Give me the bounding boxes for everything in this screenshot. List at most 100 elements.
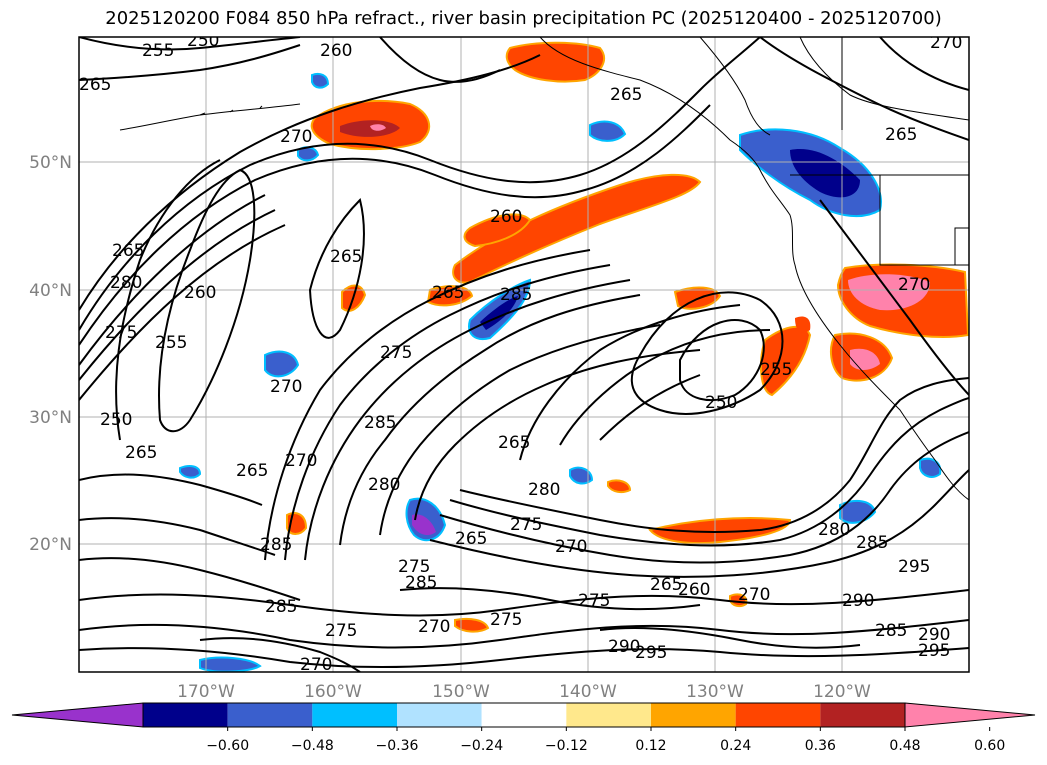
precip-blob [795,316,811,333]
contour-label: 285 [260,535,292,555]
contour-label: 265 [432,283,464,303]
contour-label: 275 [578,591,610,611]
contour-label: 260 [678,580,710,600]
contour-label: 270 [738,585,770,605]
colorbar-outline [142,702,906,728]
colorbar-segment [651,703,736,727]
lat-label-40n: 40°N [29,281,72,301]
contour-label: 285 [364,413,396,433]
contour-label: 285 [405,573,437,593]
contour-label: 285 [500,285,532,305]
contour-label: 280 [368,475,400,495]
colorbar-tick-label: 0.24 [720,738,751,754]
contour-label: 295 [898,557,930,577]
contour-label: 295 [635,643,667,663]
contour-label: 280 [818,520,850,540]
colorbar-segment [143,703,228,727]
contour-label: 250 [100,410,132,430]
precip-blob [569,466,594,485]
colorbar-segment [735,703,821,727]
contour-label: 270 [270,377,302,397]
precip-blob [264,350,300,378]
colorbar-segment [397,703,482,727]
contour-label: 275 [105,323,137,343]
precip-blob [311,72,330,89]
contour-label: 265 [236,461,268,481]
contour-label: 265 [498,433,530,453]
contour-label: 260 [320,41,352,61]
colorbar-extend-max [904,702,1036,728]
contour-label: 290 [608,637,640,657]
contour-label: 255 [155,333,187,353]
precip-blob [850,348,880,370]
contour-label: 275 [325,621,357,641]
longitude-labels: 170°W 160°W 150°W 140°W 130°W 120°W [177,682,871,702]
contour-label: 285 [856,533,888,553]
colorbar-tick-label: −0.12 [545,738,588,754]
contour-label: 275 [510,515,542,535]
map-frame [78,36,970,673]
lat-label-20n: 20°N [29,535,72,555]
contour-label: 265 [455,529,487,549]
precip-blob [607,479,632,494]
contour-label: 275 [380,343,412,363]
contour-label: 270 [300,655,332,675]
precip-blob [179,465,202,479]
colorbar-segment [820,703,905,727]
contour-label: 265 [610,85,642,105]
precip-blob [505,41,605,83]
map-title: 2025120200 F084 850 hPa refract., river … [105,8,942,29]
contour-label: 285 [875,621,907,641]
precip-blob [463,213,532,248]
contour-label: 265 [885,125,917,145]
latitude-labels: 50°N 40°N 30°N 20°N [29,153,72,555]
contour-label: 250 [705,393,737,413]
contour-label: 290 [842,591,874,611]
contour-label: 275 [398,557,430,577]
contour-label: 280 [528,480,560,500]
precip-blob [412,514,436,536]
contour-label: 250 [187,31,219,51]
contour-label: 260 [184,283,216,303]
lon-label-130w: 130°W [686,682,744,702]
contour-label: 275 [490,610,522,630]
precip-blob [454,617,490,633]
map-area: 255 250 260 265 265 265 260 270 265 265 … [79,31,969,675]
colorbar-tick-label: 0.36 [805,738,836,754]
colorbar: −0.60 −0.48 −0.36 −0.24 −0.12 0.12 0.24 0.36 0.4… [11,702,1036,754]
lat-label-30n: 30°N [29,408,72,428]
contour-label: 265 [330,247,362,267]
precip-blob [340,120,400,137]
precip-blob [199,656,262,672]
contour-label: 270 [280,127,312,147]
lon-label-120w: 120°W [813,682,871,702]
contour-label: 290 [918,625,950,645]
contour-label: 265 [112,241,144,261]
contour-label: 255 [142,41,174,61]
contour-label: 270 [930,33,962,53]
contour-label: 270 [285,451,317,471]
colorbar-tick-label: −0.24 [460,738,503,754]
contour-label: 265 [125,443,157,463]
contour-label: 295 [918,641,950,661]
colorbar-tick-label: −0.60 [206,738,249,754]
colorbar-segment [227,703,313,727]
refractivity-contours [79,37,969,672]
contour-label: 255 [760,360,792,380]
gridlines [79,37,969,672]
colorbar-tick-label: 0.48 [889,738,920,754]
lon-label-150w: 150°W [432,682,490,702]
contour-label: 260 [490,207,522,227]
colorbar-tick-label: −0.36 [376,738,419,754]
colorbar-tick-label: −0.48 [291,738,334,754]
colorbar-segment [312,703,397,727]
precip-blob [648,517,792,545]
colorbar-segment [566,703,651,727]
colorbar-tick-label: 0.12 [635,738,666,754]
precip-blob [370,124,386,131]
contour-label: 285 [265,597,297,617]
lat-label-50n: 50°N [29,153,72,173]
colorbar-segment [481,703,567,727]
contour-label: 280 [110,273,142,293]
